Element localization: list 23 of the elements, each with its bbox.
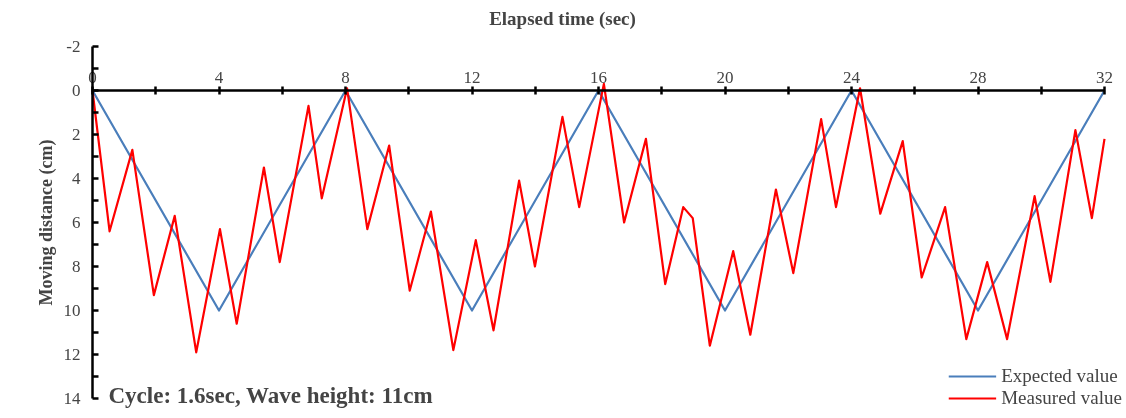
x-axis-title: Elapsed time (sec)	[489, 7, 636, 30]
x-tick-label: 20	[716, 67, 734, 87]
x-tick-label: 28	[969, 67, 987, 87]
annotation: Cycle: 1.6sec, Wave height: 11cm	[108, 382, 433, 408]
y-tick-label: 8	[72, 257, 81, 276]
x-tick-label: 12	[463, 67, 481, 87]
y-tick-label: 6	[72, 213, 81, 232]
line-series	[91, 82, 1106, 354]
y-tick-label: -2	[66, 37, 81, 56]
y-axis-title: Moving distance (cm)	[35, 139, 57, 306]
legend-label: Expected value	[1001, 365, 1118, 387]
x-tick-label: 8	[341, 67, 350, 87]
x-tick-label: 4	[214, 67, 224, 87]
y-tick-label: 2	[72, 125, 81, 144]
x-tick-label: 16	[590, 67, 607, 87]
y-tick-label: 0	[72, 81, 81, 100]
y-tick-label: 14	[63, 389, 81, 408]
legend-label: Measured value	[1001, 387, 1122, 409]
x-tick-label: 32	[1096, 67, 1113, 87]
y-tick-label: 12	[63, 345, 81, 364]
x-tick-label: 24	[843, 67, 861, 87]
y-tick-label: 10	[63, 301, 81, 320]
y-tick-label: 4	[72, 169, 81, 188]
